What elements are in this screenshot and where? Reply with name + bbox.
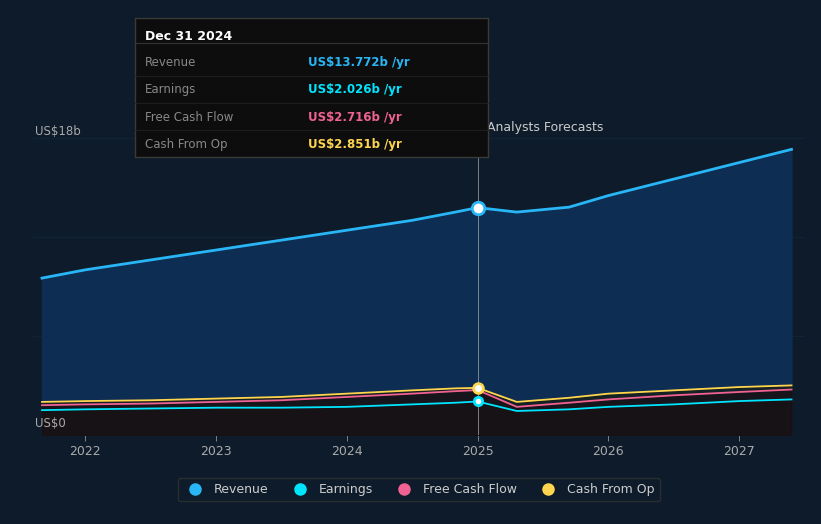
Legend: Revenue, Earnings, Free Cash Flow, Cash From Op: Revenue, Earnings, Free Cash Flow, Cash …	[178, 478, 659, 501]
Text: Cash From Op: Cash From Op	[145, 138, 227, 151]
Text: US$18b: US$18b	[35, 125, 81, 138]
Text: US$2.026b /yr: US$2.026b /yr	[308, 83, 401, 96]
Text: Revenue: Revenue	[145, 56, 197, 69]
Text: Past: Past	[443, 121, 469, 134]
Text: US$2.851b /yr: US$2.851b /yr	[308, 138, 401, 151]
Text: Analysts Forecasts: Analysts Forecasts	[487, 121, 603, 134]
Text: Earnings: Earnings	[145, 83, 197, 96]
Text: US$0: US$0	[35, 417, 67, 430]
Text: Free Cash Flow: Free Cash Flow	[145, 111, 234, 124]
Text: US$2.716b /yr: US$2.716b /yr	[308, 111, 401, 124]
Text: US$13.772b /yr: US$13.772b /yr	[308, 56, 410, 69]
Text: Dec 31 2024: Dec 31 2024	[145, 30, 232, 43]
